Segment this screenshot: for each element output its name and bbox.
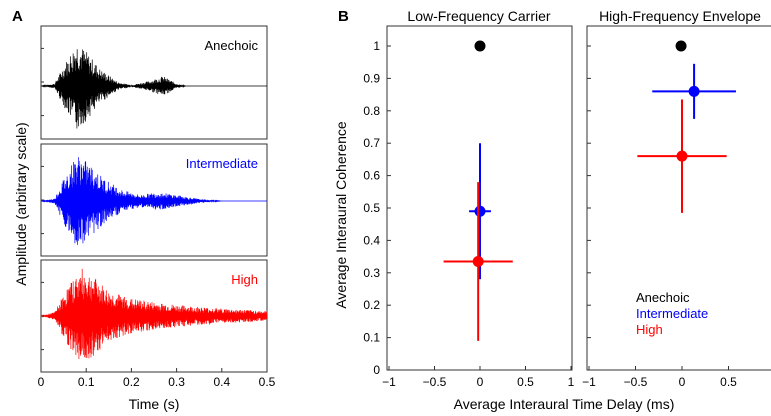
waveform-label-high: High: [231, 272, 258, 287]
panel-b-y-tick-label: 0.5: [363, 201, 380, 215]
panel-b-x-tick-label: −1: [382, 375, 396, 389]
panel-b-y-tick-label: 0: [373, 363, 380, 377]
title-low-frequency: Low-Frequency Carrier: [407, 8, 550, 24]
panel-a-x-tick-label: 0.3: [168, 375, 185, 389]
panel-b-x-tick-label: −0.5: [624, 375, 648, 389]
panel-b-ticks: 0 0.1 0.2 0.3 0.4 0.5 0.6 0.7 0.8 0.9 1 −1 −0.5 0 0.5 1…: [363, 39, 737, 389]
waveforms: [40, 47, 268, 360]
panel-b-points: [443, 40, 736, 341]
panel-b-y-tick-label: 0.8: [363, 104, 380, 118]
panel-a-xlabel: Time (s): [129, 396, 180, 412]
panel-b-y-tick-label: 0.7: [363, 136, 380, 150]
panel-a-letter: A: [12, 8, 23, 25]
waveform-label-anechoic: Anechoic: [205, 38, 259, 53]
panel-b-y-tick-label: 0.3: [363, 266, 380, 280]
panel-b-letter: B: [338, 8, 349, 25]
panel-a-x-tick-label: 0.1: [78, 375, 95, 389]
legend: Anechoic Intermediate High: [636, 290, 708, 337]
waveform-label-intermediate: Intermediate: [186, 156, 258, 171]
panel-a-x-tick-label: 0.2: [123, 375, 140, 389]
legend-entry-anechoic: Anechoic: [636, 290, 690, 305]
waveform-labels: Anechoic Intermediate High: [186, 38, 259, 287]
panel-a-x-ticks: 0 0.1 0.2 0.3 0.4 0.5: [38, 368, 276, 389]
panel-b-x-tick-label: 0: [679, 375, 686, 389]
panel-b-y-tick-label: 0.1: [363, 331, 380, 345]
plot-box-high-frequency: [586, 25, 771, 371]
low-freq-high-point: [472, 255, 484, 267]
title-high-frequency: High-Frequency Envelope: [599, 8, 761, 24]
panel-b-x-tick-label: −0.5: [423, 375, 447, 389]
panel-b-y-tick-label: 0.2: [363, 298, 380, 312]
panel-a-x-tick-label: 0.5: [259, 375, 276, 389]
panel-a-x-tick-label: 0: [38, 375, 45, 389]
high-freq-intermediate-point: [688, 85, 700, 97]
low-freq-anechoic-point: [474, 40, 486, 52]
legend-entry-high: High: [636, 322, 663, 337]
panel-b-y-tick-label: 0.4: [363, 233, 380, 247]
panel-b-y-tick-label: 0.6: [363, 169, 380, 183]
waveform-high: [40, 268, 268, 360]
legend-entry-intermediate: Intermediate: [636, 306, 708, 321]
high-freq-high-point: [676, 150, 688, 162]
panel-b-y-tick-label: 0.9: [363, 71, 380, 85]
panel-b-y-tick-label: 1: [373, 39, 380, 53]
panel-b-x-tick-label: −1: [582, 375, 596, 389]
panel-b-x-tick-label: 0.5: [720, 375, 737, 389]
panel-a-ylabel: Amplitude (arbitrary scale): [13, 122, 29, 285]
panel-a-x-tick-label: 0.4: [213, 375, 230, 389]
panel-b-ylabel: Average Interaural Coherence: [333, 121, 349, 309]
panel-b-x-tick-label: 0: [477, 375, 484, 389]
panel-b-x-tick-label: 0.5: [517, 375, 534, 389]
low-freq-intermediate-point: [474, 205, 486, 217]
waveform-anechoic: [40, 49, 267, 129]
panel-b-x-tick-label: 1: [568, 375, 575, 389]
panel-b-xlabel: Average Interaural Time Delay (ms): [454, 396, 675, 412]
high-freq-anechoic-point: [675, 40, 687, 52]
waveform-intermediate: [40, 157, 267, 245]
